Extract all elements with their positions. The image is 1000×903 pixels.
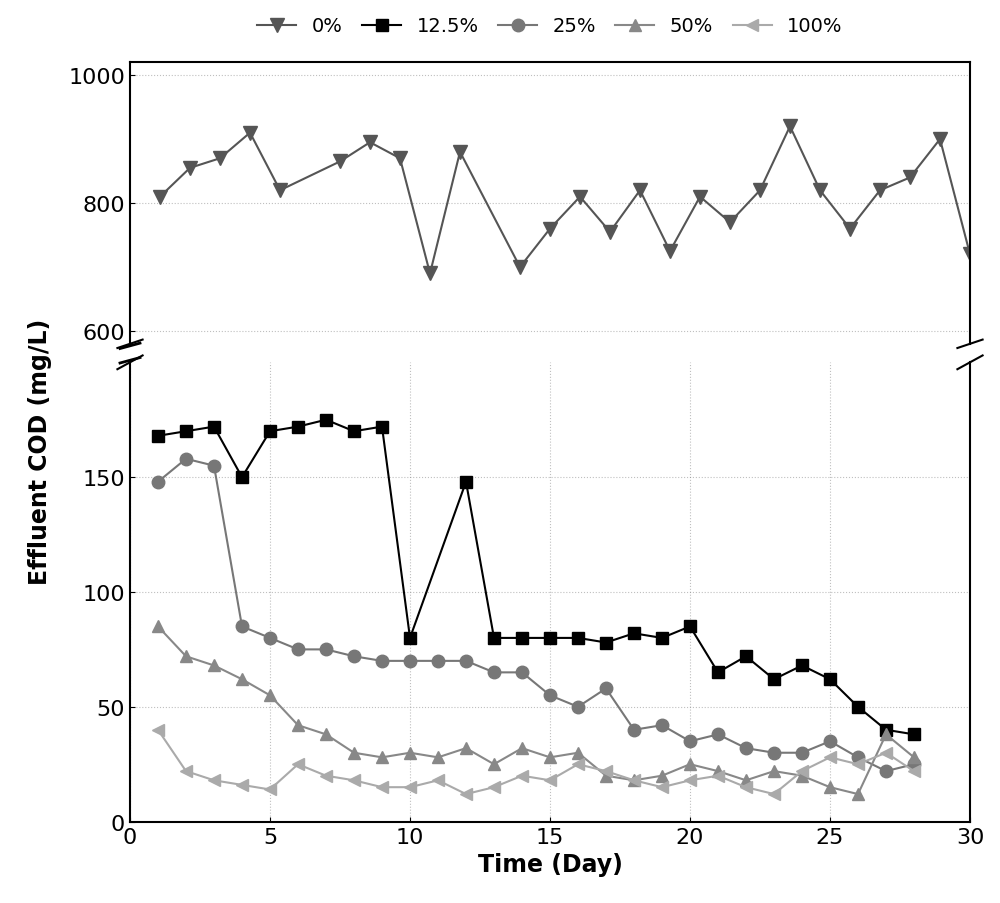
Text: Effluent COD (mg/L): Effluent COD (mg/L) xyxy=(28,319,52,584)
Legend: 0%, 12.5%, 25%, 50%, 100%: 0%, 12.5%, 25%, 50%, 100% xyxy=(250,10,850,44)
X-axis label: Time (Day): Time (Day) xyxy=(478,852,622,876)
